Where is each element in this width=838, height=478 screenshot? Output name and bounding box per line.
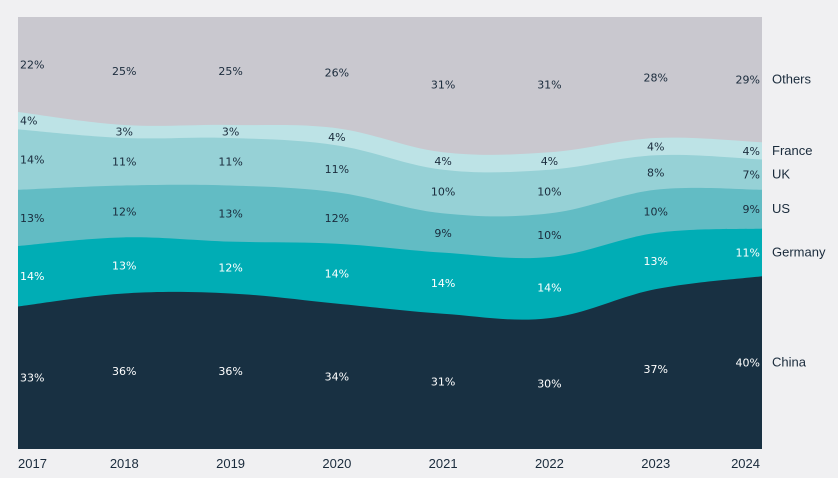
legend-label-germany: Germany [772,244,826,259]
area-china [18,276,762,449]
data-label-us-2020: 12% [325,212,349,225]
data-label-uk-2017: 14% [20,154,44,167]
legend-label-france: France [772,143,812,158]
data-label-us-2017: 13% [20,212,44,225]
x-tick-2022: 2022 [535,456,564,471]
legend-label-us: US [772,201,790,216]
data-label-china-2019: 36% [218,365,242,378]
data-label-others-2017: 22% [20,59,44,72]
data-label-france-2017: 4% [20,115,37,128]
x-tick-2024: 2024 [731,456,760,471]
data-label-us-2023: 10% [643,205,667,218]
data-label-others-2023: 28% [643,71,667,84]
data-labels: 33% 36% 36% 34% 31% 30% 37% 40% 14% 13% 12% 14% 14% 1… [20,59,760,391]
data-label-others-2019: 25% [218,65,242,78]
data-label-us-2022: 10% [537,229,561,242]
x-tick-2018: 2018 [110,456,139,471]
data-label-germany-2020: 14% [325,268,349,281]
x-axis-ticks: 2017 2018 2019 2020 2021 2022 2023 2024 [18,456,760,471]
data-label-germany-2023: 13% [643,255,667,268]
area-layers [18,17,762,449]
data-label-china-2022: 30% [537,378,561,391]
data-label-others-2024: 29% [736,74,760,87]
legend-label-others: Others [772,72,812,87]
data-label-china-2023: 37% [643,363,667,376]
x-tick-2020: 2020 [322,456,351,471]
data-label-uk-2022: 10% [537,186,561,199]
data-label-us-2019: 13% [218,208,242,221]
legend-label-uk: UK [772,167,790,182]
data-label-germany-2017: 14% [20,270,44,283]
data-label-others-2018: 25% [112,65,136,78]
data-label-china-2020: 34% [325,370,349,383]
data-label-china-2024: 40% [736,357,760,370]
data-label-us-2021: 9% [434,227,451,240]
x-tick-2021: 2021 [429,456,458,471]
data-label-uk-2020: 11% [325,163,349,176]
data-label-france-2023: 4% [647,141,664,154]
legend-label-china: China [772,355,807,370]
x-tick-2023: 2023 [641,456,670,471]
data-label-germany-2021: 14% [431,277,455,290]
data-label-us-2024: 9% [743,203,760,216]
data-label-uk-2019: 11% [218,156,242,169]
data-label-us-2018: 12% [112,205,136,218]
x-tick-2017: 2017 [18,456,47,471]
data-label-others-2022: 31% [537,79,561,92]
data-label-france-2021: 4% [434,155,451,168]
data-label-france-2024: 4% [743,145,760,158]
data-label-germany-2018: 13% [112,259,136,272]
data-label-china-2021: 31% [431,375,455,388]
data-label-france-2020: 4% [328,131,345,144]
legend: China Germany US UK France Others [772,72,826,370]
x-tick-2019: 2019 [216,456,245,471]
data-label-germany-2024: 11% [736,246,760,259]
data-label-others-2021: 31% [431,79,455,92]
data-label-germany-2019: 12% [218,262,242,275]
data-label-uk-2024: 7% [743,169,760,182]
data-label-china-2017: 33% [20,372,44,385]
data-label-france-2019: 3% [222,125,239,138]
data-label-france-2022: 4% [541,155,558,168]
data-label-uk-2018: 11% [112,156,136,169]
data-label-germany-2022: 14% [537,282,561,295]
data-label-uk-2023: 8% [647,167,664,180]
data-label-china-2018: 36% [112,365,136,378]
data-label-uk-2021: 10% [431,186,455,199]
data-label-others-2020: 26% [325,67,349,80]
data-label-france-2018: 3% [116,125,133,138]
